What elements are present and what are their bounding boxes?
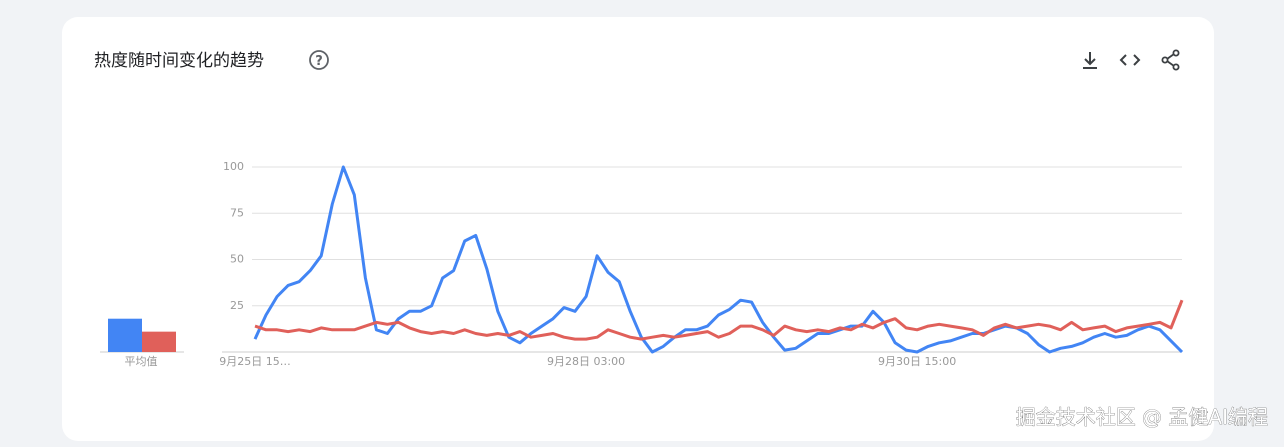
svg-text:?: ?	[315, 54, 323, 69]
series-line	[254, 299, 1184, 341]
share-icon[interactable]	[1161, 49, 1180, 71]
watermark: 掘金技术社区 @ 孟健AI编程	[1016, 405, 1268, 429]
chart-title: 热度随时间变化的趋势	[94, 51, 264, 71]
average-bar	[142, 331, 176, 352]
average-bar	[108, 318, 142, 352]
y-tick-label: 50	[230, 253, 244, 266]
series-line	[253, 165, 1184, 354]
y-tick-label: 75	[230, 206, 244, 219]
card	[62, 17, 1214, 441]
y-tick-label: 100	[223, 160, 244, 173]
x-tick-label: 9月30日 15:00	[878, 355, 956, 368]
average-label: 平均值	[125, 355, 158, 368]
help-icon[interactable]: ?	[309, 50, 329, 70]
x-tick-label: 9月25日 15…	[219, 355, 291, 368]
y-tick-label: 25	[230, 299, 244, 312]
x-tick-label: 9月28日 03:00	[547, 355, 625, 368]
download-icon[interactable]	[1083, 52, 1097, 69]
embed-icon[interactable]	[1119, 54, 1141, 66]
